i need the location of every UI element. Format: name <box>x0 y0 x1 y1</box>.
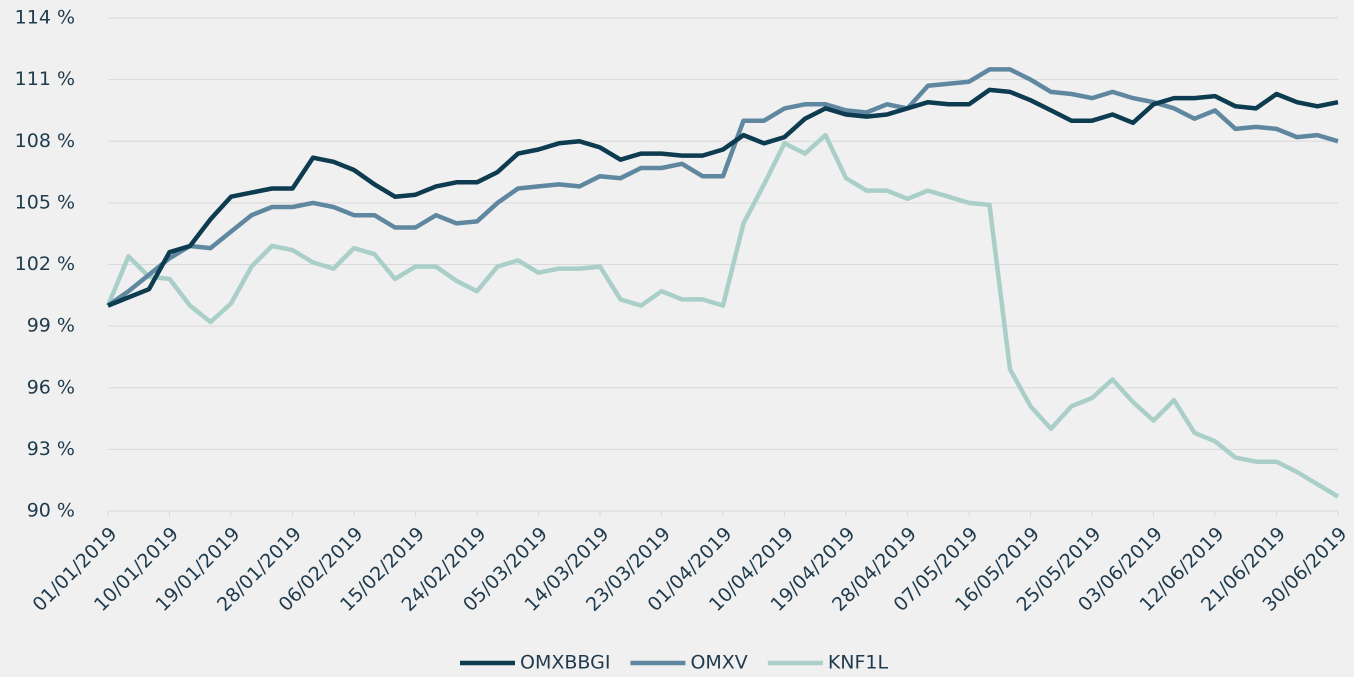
series-line <box>105 132 1340 499</box>
y-tick-label: 93 % <box>27 438 75 460</box>
y-tick-label: 105 % <box>15 191 75 213</box>
y-tick-label: 99 % <box>27 315 75 337</box>
y-tick-label: 90 % <box>27 500 75 522</box>
y-tick-label: 108 % <box>15 130 75 152</box>
series-line <box>107 87 1339 308</box>
y-tick-label: 111 % <box>15 68 75 90</box>
y-tick-label: 114 % <box>15 7 75 29</box>
legend-label: OMXBBGI <box>520 652 610 674</box>
y-tick-label: 102 % <box>15 253 75 275</box>
y-tick-label: 96 % <box>27 376 75 398</box>
legend-label: OMXV <box>690 652 747 674</box>
legend-label: KNF1L <box>828 652 889 674</box>
series-line <box>106 67 1339 308</box>
